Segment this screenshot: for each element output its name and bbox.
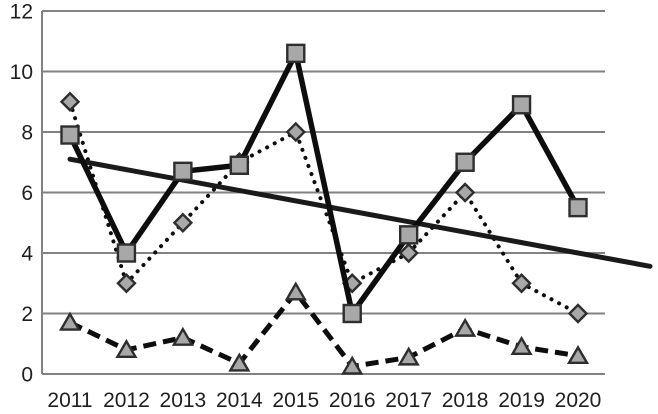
marker-diamond-2018 [454,182,476,203]
y-axis-tick-label: 0 [21,364,33,387]
marker-diamond-2019 [511,273,532,294]
x-axis-tick-label: 2016 [329,389,376,412]
marker-square-2019 [511,95,532,115]
y-axis-tick-label: 2 [21,303,33,326]
marker-square-2017 [398,225,419,245]
marker-triangle-2012 [115,338,138,358]
marker-triangle-2015 [284,281,307,301]
marker-square-2020 [568,197,588,218]
y-axis-tick-label: 10 [10,61,33,84]
marker-triangle-2014 [228,352,251,372]
x-axis-tick-label: 2014 [216,389,263,412]
marker-triangle-2018 [454,317,477,337]
marker-diamond-2013 [172,212,194,233]
marker-diamond-2017 [398,242,419,264]
marker-diamond-2011 [59,91,81,112]
x-axis-tick-label: 2012 [103,389,150,412]
series-linear-trend-line [67,156,653,269]
marker-square-2013 [173,161,193,182]
x-axis-tick-label: 2015 [272,389,319,412]
y-axis-tick-label: 12 [10,1,33,24]
x-axis-tick-label: 2017 [385,389,432,412]
marker-square-2012 [116,243,137,263]
marker-diamond-2020 [567,303,589,324]
marker-triangle-2020 [566,344,590,365]
marker-triangle-2013 [171,326,194,346]
marker-square-2018 [455,152,475,172]
marker-triangle-2017 [397,346,420,366]
x-axis-tick-label: 2019 [498,389,545,412]
series-solid-line-square-markers-line [67,50,581,317]
marker-diamond-2012 [116,273,137,294]
marker-diamond-2015 [285,121,306,143]
marker-square-2015 [286,43,306,64]
marker-triangle-2016 [341,355,364,375]
marker-triangle-2011 [58,311,82,331]
marker-square-2011 [60,125,80,145]
y-axis-tick-label: 4 [21,243,33,266]
x-axis-tick-label: 2018 [442,389,489,412]
marker-triangle-2019 [510,335,533,355]
marker-square-2016 [342,303,362,324]
x-axis-tick-label: 2011 [47,389,92,412]
y-axis-tick-label: 8 [21,122,33,145]
series-dashed-line-triangle-markers-line [68,289,579,369]
x-axis-tick-label: 2013 [160,389,207,412]
y-axis-tick-label: 6 [21,182,33,205]
marker-square-2014 [229,155,250,175]
x-axis-tick-label: 2020 [555,389,602,412]
